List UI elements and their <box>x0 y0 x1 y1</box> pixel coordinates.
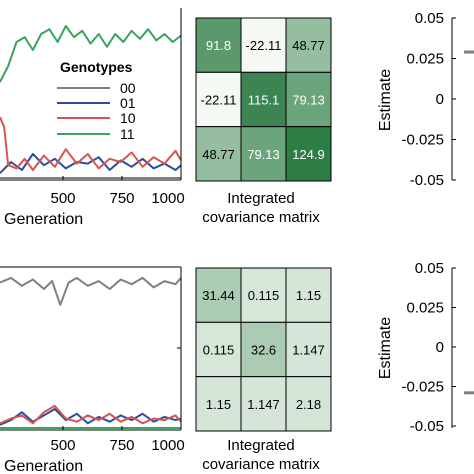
heatmap-cell-label: -22.11 <box>201 93 237 108</box>
heatmap-cell-label: 2.18 <box>296 397 321 412</box>
legend: Genotypes 00 01 10 11 <box>57 59 136 142</box>
y-tick-label: -0.05 <box>410 172 444 189</box>
x-tick-label: 750 <box>109 437 134 454</box>
top-estimate-ticks: 0.05 0.025 0 -0.025 -0.05 <box>401 10 474 189</box>
top-covariance-cells: 91.8 -22.11 48.77 -22.11 115.1 79.13 48.77 79.1… <box>195 17 332 182</box>
heatmap-cell <box>195 17 242 73</box>
y-tick-label: 0 <box>436 91 444 108</box>
y-axis-label: Estimate <box>377 69 394 131</box>
top-covariance-panel: 91.8 -22.11 48.77 -22.11 115.1 79.13 48.77 79.1… <box>195 17 332 226</box>
heatmap-cell <box>285 376 332 432</box>
x-tick-label: 1000 <box>151 437 184 454</box>
y-tick-label: -0.025 <box>401 132 444 149</box>
heatmap-cell-label: 48.77 <box>292 38 325 53</box>
x-tick-label: 500 <box>50 437 75 454</box>
heatmap-cell-label: 79.13 <box>292 93 325 108</box>
top-estimate-panel: 0.05 0.025 0 -0.025 -0.05 Estimate <box>377 10 474 189</box>
legend-label-11: 11 <box>120 126 135 142</box>
heatmap-cell <box>285 126 332 182</box>
heatmap-cell <box>240 321 287 378</box>
x-tick-label: 1000 <box>151 190 184 207</box>
series-line-01 <box>0 408 182 426</box>
heatmap-cell-label: 32.6 <box>251 343 276 358</box>
legend-label-01: 01 <box>120 95 136 111</box>
heatmap-cell <box>195 126 242 182</box>
heatmap-cell <box>240 17 287 73</box>
heatmap-cell-label: 1.15 <box>206 397 231 412</box>
heatmap-cell <box>195 267 242 323</box>
heatmap-caption-line1: Integrated <box>227 190 295 207</box>
heatmap-cell-label: 91.8 <box>206 38 231 53</box>
heatmap-cell-label: 124.9 <box>292 147 325 162</box>
y-tick-label: 0.05 <box>415 260 444 277</box>
y-tick-label: -0.05 <box>410 418 444 435</box>
heatmap-caption-line2: covariance matrix <box>202 456 320 473</box>
heatmap-cell <box>240 267 287 323</box>
heatmap-caption-line2: covariance matrix <box>202 209 320 226</box>
bottom-covariance-cells: 31.44 0.115 1.15 0.115 32.6 1.147 1.15 1.147 2.1… <box>195 267 332 432</box>
heatmap-cell-label: 1.15 <box>296 288 321 303</box>
heatmap-cell <box>285 267 332 323</box>
x-tick-label: 500 <box>50 190 75 207</box>
heatmap-cell-label: 0.115 <box>203 343 235 358</box>
series-line-10 <box>0 404 182 425</box>
heatmap-cell <box>240 376 287 432</box>
heatmap-cell-label: 31.44 <box>202 288 235 303</box>
series-line-10 <box>0 116 182 171</box>
top-timeseries-lines <box>0 25 182 179</box>
bottom-timeseries-lines <box>0 276 182 429</box>
heatmap-cell-label: 48.77 <box>202 147 235 162</box>
heatmap-cell-label: 115.1 <box>248 93 280 108</box>
y-tick-label: 0 <box>436 339 444 356</box>
heatmap-cell <box>285 321 332 378</box>
y-tick-label: 0.025 <box>406 51 444 68</box>
heatmap-caption-line1: Integrated <box>227 437 295 454</box>
legend-title: Genotypes <box>60 59 133 75</box>
y-tick-label: 0.05 <box>415 10 444 27</box>
legend-label-00: 00 <box>120 80 136 96</box>
y-axis-label: Estimate <box>377 317 394 379</box>
x-tick-label: 750 <box>109 190 134 207</box>
legend-label-10: 10 <box>120 110 136 126</box>
bottom-estimate-panel: 0.05 0.025 0 -0.025 -0.05 Estimate <box>377 260 474 435</box>
x-axis-label: Generation <box>4 211 83 228</box>
heatmap-cell-label: 0.115 <box>248 288 280 303</box>
series-line-00 <box>0 276 182 306</box>
heatmap-cell-label: 1.147 <box>292 343 325 358</box>
series-line-11 <box>0 25 182 83</box>
y-tick-label: 0.025 <box>406 300 444 317</box>
x-axis-label: Generation <box>4 458 83 474</box>
heatmap-cell-label: 1.147 <box>247 397 280 412</box>
heatmap-cell-label: 79.13 <box>247 147 280 162</box>
top-timeseries-panel: 500 750 1000 Generation Genotypes 00 01 … <box>0 8 185 228</box>
heatmap-cell-label: -22.11 <box>246 38 282 53</box>
bottom-covariance-panel: 31.44 0.115 1.15 0.115 32.6 1.147 1.15 1.147 2.1… <box>195 267 332 473</box>
heatmap-cell <box>195 376 242 432</box>
bottom-timeseries-panel: 500 750 1000 Generation <box>0 266 185 474</box>
heatmap-cell <box>195 71 242 128</box>
bottom-estimate-ticks: 0.05 0.025 0 -0.025 -0.05 <box>401 260 474 435</box>
y-tick-label: -0.025 <box>401 379 444 396</box>
